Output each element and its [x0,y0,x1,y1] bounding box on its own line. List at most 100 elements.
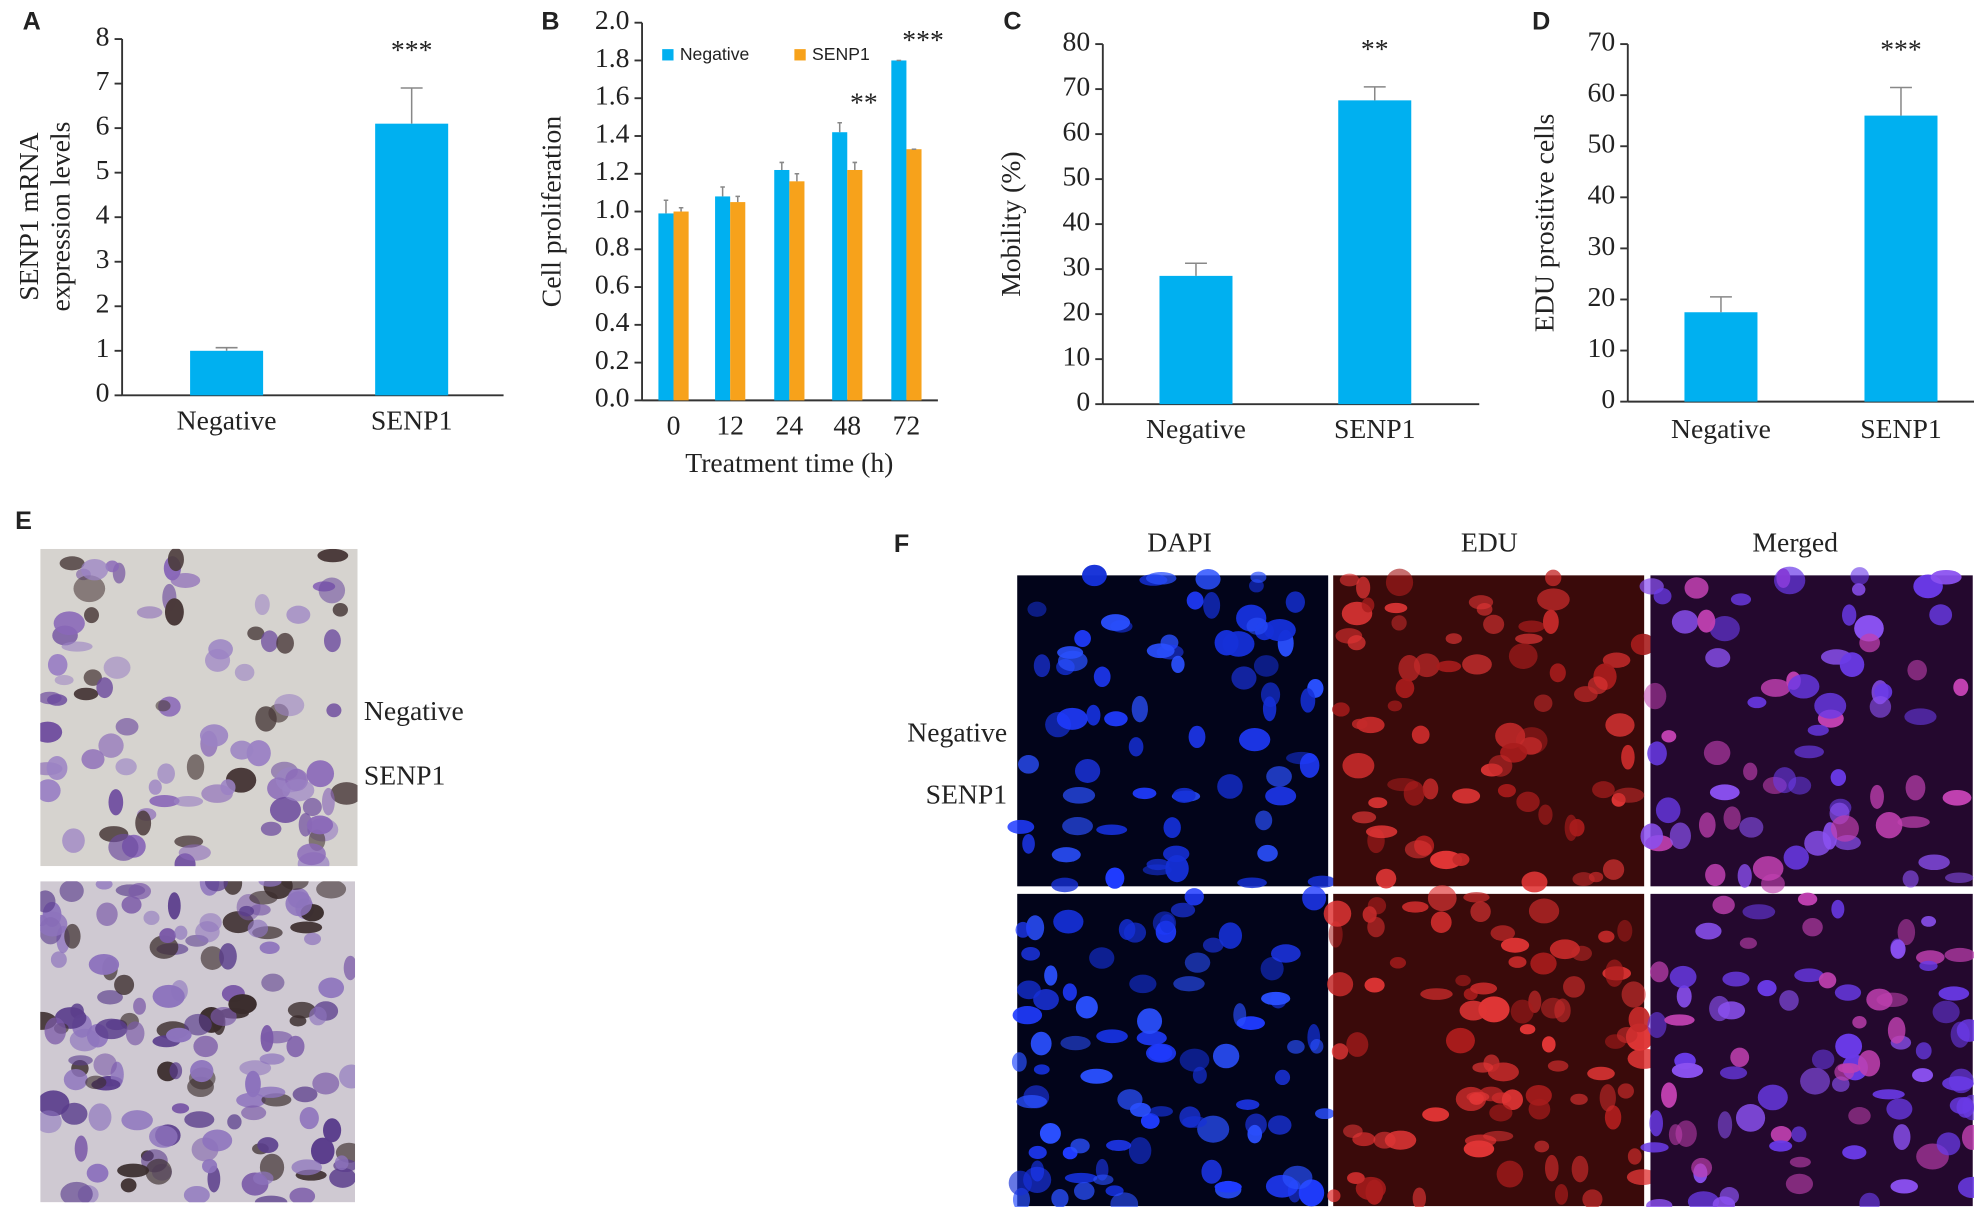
cell [1669,965,1697,989]
cell [1802,917,1823,937]
cell [1942,1076,1974,1091]
cell [1483,1130,1514,1142]
cell [1571,1155,1589,1183]
cell [1266,766,1292,787]
cell [1709,784,1740,801]
bar [730,202,746,401]
cell [1508,643,1538,669]
cell [1328,921,1343,948]
cell [228,994,257,1015]
cell [1064,1172,1098,1184]
cell [1462,654,1492,675]
cell [1137,1008,1163,1034]
cell [114,974,135,995]
cell [1455,974,1471,987]
cell [186,754,205,780]
cell [1528,898,1560,924]
cell [316,881,347,899]
cell [329,1167,356,1188]
cell [310,1137,335,1165]
cell [1148,1044,1173,1062]
bar [1864,115,1938,402]
y-tick-label: 70 [1588,25,1616,56]
cell [167,892,181,920]
cell [1676,985,1692,1008]
error-bar [735,195,740,203]
cell [1508,956,1527,968]
cell [1501,1089,1524,1110]
cell [246,740,271,767]
bar [1684,312,1758,402]
cell [69,1028,100,1052]
cell [1128,737,1144,757]
y-tick-label: 1.4 [595,117,630,148]
error-bar [663,199,669,214]
cell [40,1090,70,1117]
cell [1310,1039,1324,1054]
column-title: EDU [1461,527,1518,558]
cell [1697,609,1716,633]
cell [1212,1043,1240,1069]
cell [1331,1043,1349,1060]
cell [1747,696,1767,709]
cell [247,626,265,641]
cell [61,641,93,652]
y-axis-label: Mobility (%) [995,151,1026,296]
cell [108,789,124,816]
cell [1093,1174,1114,1185]
cell [1628,1006,1651,1033]
cell [1905,775,1926,801]
cell [1831,899,1845,919]
cell [135,810,152,836]
cell [1356,576,1371,599]
cell [1640,823,1664,850]
cell [343,955,356,981]
bar [658,213,674,401]
cell [254,593,270,616]
cell [290,921,323,934]
cell [64,923,81,949]
cell [286,1035,305,1058]
cell [1463,892,1490,903]
cell [1929,604,1953,626]
cell [1375,868,1397,889]
cell [1026,915,1045,941]
cell [1897,919,1916,946]
cell [1852,1016,1867,1029]
cell [1007,819,1035,834]
cell [193,1035,218,1058]
cell [1537,588,1570,611]
cell [1627,1148,1642,1165]
cell [1649,1110,1664,1137]
cell [1214,630,1239,656]
cell [1145,571,1177,585]
error-bar [837,122,842,133]
micrograph [1008,886,1335,1207]
cell [1402,901,1429,913]
cell [1671,1062,1704,1079]
cell [1521,871,1548,893]
x-tick-label: 48 [833,409,861,440]
y-tick-label: 7 [96,65,110,96]
cell [95,1018,128,1040]
cell [1260,957,1284,981]
cell [1118,919,1136,940]
error-bar [852,161,858,170]
cell [1056,707,1088,730]
cell [46,756,68,781]
cell [59,881,84,902]
cell [74,1135,88,1162]
cell [1886,1098,1913,1120]
micrograph [1007,564,1337,893]
cell [312,1072,340,1095]
y-axis-label: SENP1 mRNA [13,132,44,300]
cell [190,1060,214,1083]
cell [282,779,315,802]
cell [292,1086,318,1103]
cell [1470,901,1491,922]
cell [1945,872,1974,883]
cell [1554,998,1571,1023]
cell [1237,877,1267,889]
cell [1791,1126,1807,1143]
cell [1270,944,1301,963]
